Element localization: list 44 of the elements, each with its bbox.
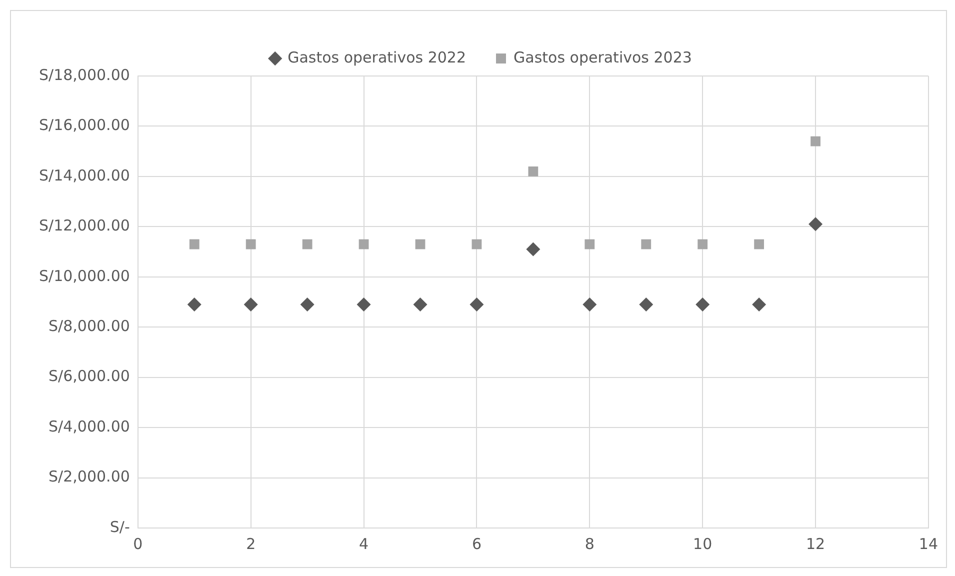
x-tick-label: 2 <box>246 534 256 553</box>
x-tick-label: 10 <box>693 534 712 553</box>
legend-label: Gastos operativos 2023 <box>514 48 692 66</box>
point <box>246 239 256 250</box>
point <box>754 239 764 250</box>
point <box>584 239 595 250</box>
y-tick-label: S/12,000.00 <box>38 216 130 235</box>
point <box>189 239 200 250</box>
x-tick-label: 8 <box>584 534 594 553</box>
point <box>470 298 484 312</box>
point <box>582 298 597 312</box>
y-tick-label: S/8,000.00 <box>48 317 130 335</box>
point <box>639 298 654 312</box>
point <box>187 298 202 312</box>
point <box>415 239 426 250</box>
point <box>302 239 312 250</box>
x-tick-label: 12 <box>806 534 826 553</box>
point <box>752 298 766 312</box>
y-tick-label: S/18,000.00 <box>38 66 130 84</box>
point <box>641 239 652 250</box>
point <box>696 298 710 312</box>
point <box>358 239 369 250</box>
x-tick-label: 4 <box>359 534 369 553</box>
point <box>528 166 538 176</box>
y-tick-label: S/2,000.00 <box>48 468 130 486</box>
x-tick-label: 6 <box>472 534 482 553</box>
y-tick-label: S/4,000.00 <box>48 417 130 436</box>
point <box>300 298 314 312</box>
point <box>526 242 540 256</box>
y-tick-label: S/10,000.00 <box>38 266 130 285</box>
point <box>413 298 428 312</box>
y-tick-label: S/- <box>110 518 130 536</box>
point <box>698 239 708 250</box>
point <box>356 298 371 312</box>
legend-label: Gastos operativos 2022 <box>288 48 466 66</box>
x-tick-label: 0 <box>133 534 143 553</box>
x-tick-label: 14 <box>918 534 938 553</box>
y-tick-label: S/6,000.00 <box>48 367 130 386</box>
point <box>808 217 823 232</box>
point <box>810 136 820 146</box>
y-tick-label: S/14,000.00 <box>38 166 130 184</box>
point <box>244 298 258 312</box>
point <box>472 239 482 250</box>
y-tick-label: S/16,000.00 <box>38 116 130 134</box>
